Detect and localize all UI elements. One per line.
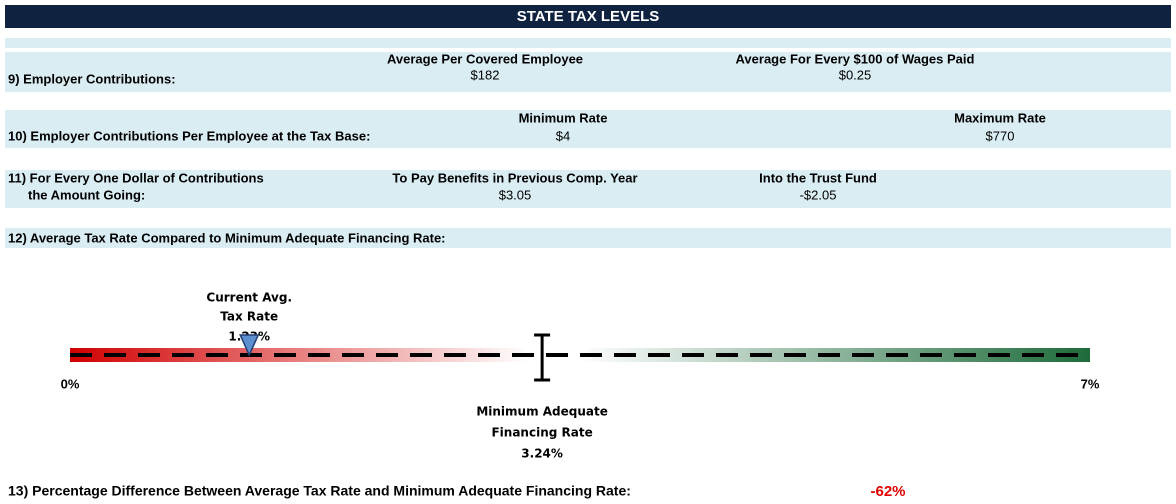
minimum-title: Minimum Adequate [476, 405, 608, 419]
difference-label: 13) Percentage Difference Between Averag… [8, 483, 631, 499]
current-title: Current Avg. [206, 291, 292, 305]
row-label: 11) For Every One Dollar of Contribution… [8, 170, 264, 185]
column-value: $182 [471, 67, 500, 82]
current-marker [239, 334, 260, 357]
band [5, 228, 1171, 248]
column-value: $3.05 [499, 187, 532, 202]
minimum-marker [534, 333, 551, 382]
current-title: Tax Rate [220, 310, 278, 324]
column-heading: Minimum Rate [519, 110, 608, 125]
column-value: -$2.05 [800, 187, 837, 202]
difference-value: -62% [870, 483, 905, 500]
column-heading: Maximum Rate [954, 110, 1046, 125]
band [5, 52, 1171, 92]
column-heading: Into the Trust Fund [759, 170, 877, 185]
minimum-value: 3.24% [521, 447, 563, 461]
row-label: 10) Employer Contributions Per Employee … [8, 128, 370, 143]
scale-end: 7% [1081, 376, 1100, 391]
title-bar [5, 5, 1171, 28]
column-heading: Average For Every $100 of Wages Paid [736, 51, 975, 66]
band [5, 110, 1171, 148]
band [5, 38, 1171, 48]
title: STATE TAX LEVELS [517, 8, 660, 25]
scale-start: 0% [61, 376, 80, 391]
gauge-marks: 0%7%Current Avg.Tax Rate1.23%Minimum Ade… [61, 291, 1100, 461]
column-value: $4 [556, 128, 570, 143]
column-value: $770 [986, 128, 1015, 143]
row-label: the Amount Going: [28, 187, 145, 202]
row-label: 12) Average Tax Rate Compared to Minimum… [8, 230, 446, 245]
column-heading: Average Per Covered Employee [387, 51, 583, 66]
row-label: 9) Employer Contributions: [8, 71, 176, 86]
band [5, 170, 1171, 208]
column-value: $0.25 [839, 67, 872, 82]
minimum-title: Financing Rate [491, 426, 592, 440]
column-heading: To Pay Benefits in Previous Comp. Year [392, 170, 637, 185]
